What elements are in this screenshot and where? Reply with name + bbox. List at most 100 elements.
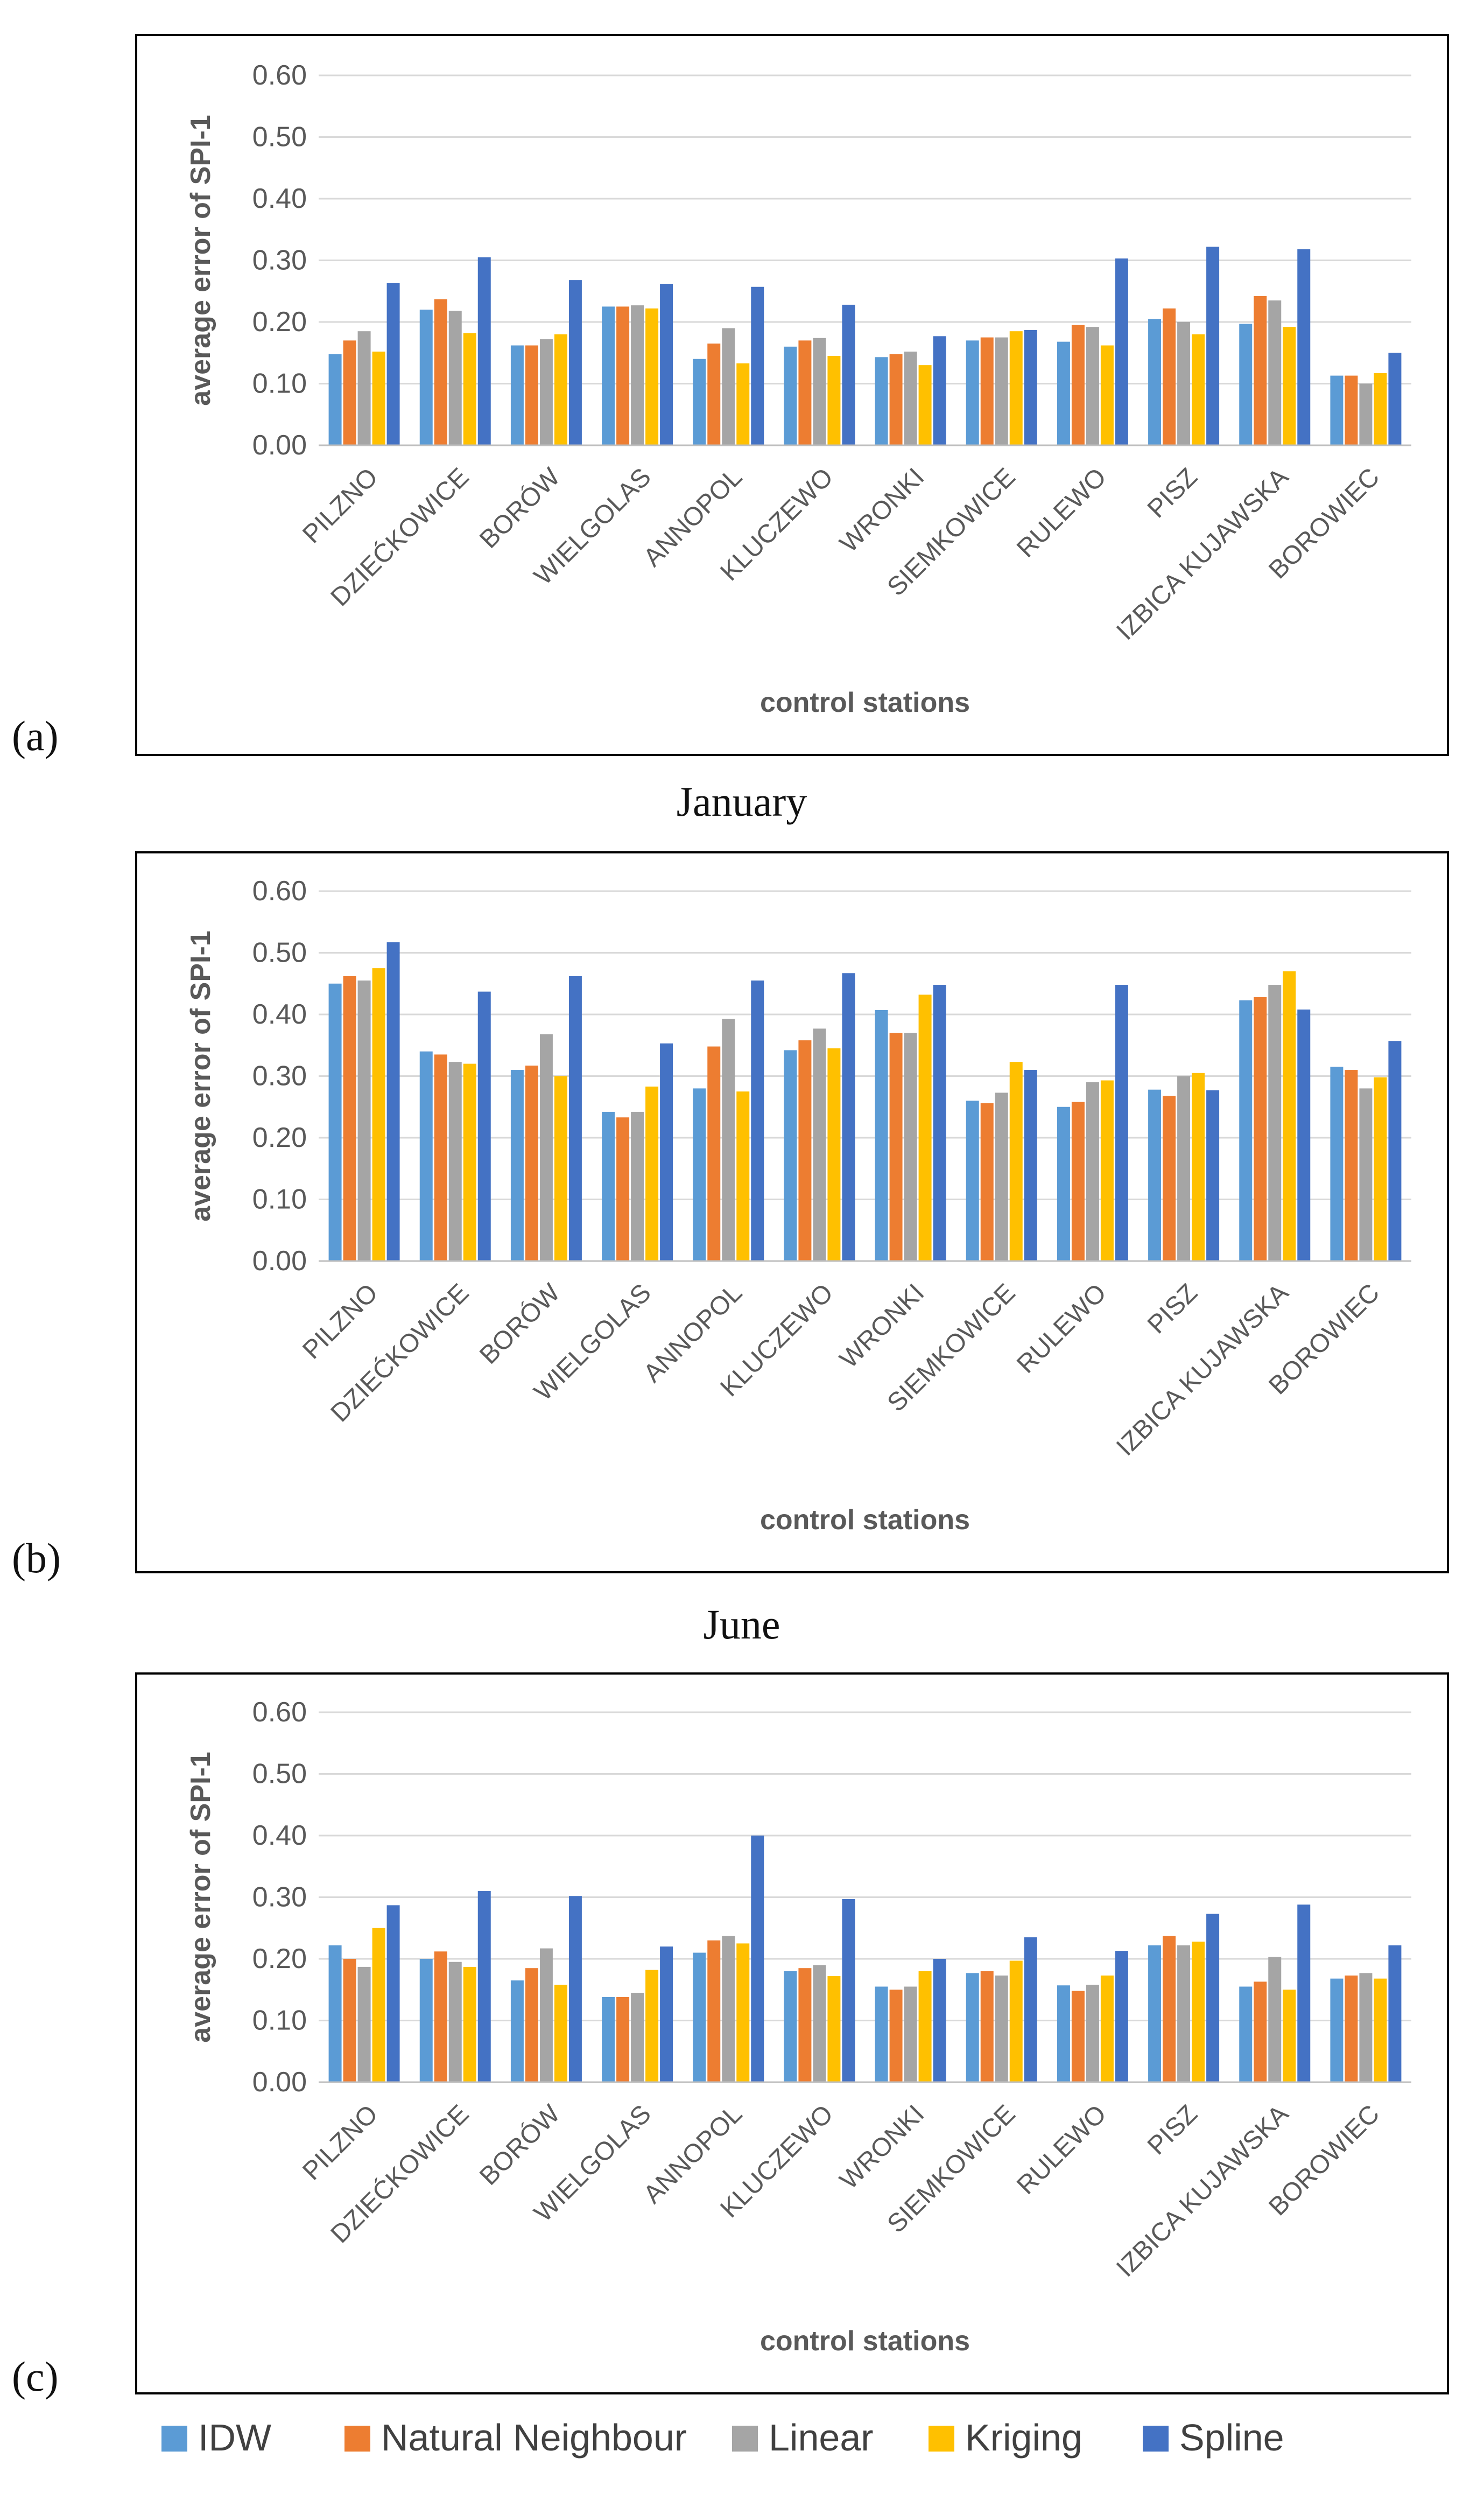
panels: (a) 0.00 0.10 0.20 0.30 0.40 0.50 0.60 average e… [12,34,1449,2400]
bar-spline [933,1959,946,2082]
x-axis-title: control stations [760,687,970,718]
bar-kriging [736,363,750,445]
legend-item: Kriging [929,2417,1082,2459]
bar-linear [631,305,644,445]
bar-linear [813,1965,826,2082]
bar-kriging [645,1970,659,2082]
y-tick-label: 0.50 [252,937,307,969]
bar-natural-neighbour [616,1117,630,1261]
chart-panel-3: June (c) 0.00 0.10 0.20 0.30 0.40 0.50 0.60 avera… [12,1601,1449,2400]
bar-spline [477,257,491,445]
bar-kriging [554,334,567,445]
bar-natural-neighbour [1254,296,1267,445]
bar-idw [1239,1000,1253,1261]
bar-spline [568,280,582,445]
y-tick-label: 0.60 [252,60,307,91]
bar-natural-neighbour [707,344,721,445]
x-axis-title: control stations [760,2326,970,2357]
bar-idw [693,359,706,445]
bar-linear [1268,985,1282,1261]
bar-natural-neighbour [343,976,356,1261]
y-tick-label: 0.20 [252,306,307,338]
bar-natural-neighbour [616,306,630,445]
bar-kriging [645,308,659,445]
bar-linear [1086,327,1099,445]
bar-linear [995,1093,1008,1261]
bar-idw [602,1111,615,1261]
bar-kriging [1192,1941,1205,2082]
bar-idw [784,1050,797,1261]
bar-idw [784,346,797,445]
bar-idw [875,1986,888,2082]
bar-spline [386,283,400,445]
bar-kriging [827,355,841,445]
bar-kriging [372,1928,385,2082]
bar-natural-neighbour [707,1940,721,2082]
bar-idw [693,1952,706,2082]
bar-linear [722,328,735,445]
legend-label: Spline [1179,2417,1284,2459]
bar-kriging [1100,1975,1114,2082]
bar-linear [539,1948,553,2082]
bar-natural-neighbour [1254,997,1267,1261]
bar-spline [477,991,491,1261]
y-axis-title: average error of SPI-1 [185,115,216,405]
legend-item: Natural Neighbour [344,2417,687,2459]
bar-spline [386,1905,400,2082]
bar-spline [1297,1009,1311,1261]
legend-label: IDW [198,2417,271,2459]
bar-natural-neighbour [1071,325,1085,445]
bar-spline [1024,330,1037,445]
bar-kriging [827,1976,841,2082]
y-tick-label: 0.20 [252,1943,307,1974]
panel-label: (a) [12,712,59,759]
bar-kriging [1374,1978,1387,2082]
bar-linear [904,1033,917,1261]
bar-spline [1206,1914,1220,2082]
legend: IDW Natural Neighbour Linear Kriging Spline [161,2417,1284,2459]
bar-linear [995,1975,1008,2082]
bar-natural-neighbour [525,1066,538,1261]
bar-spline [1388,1945,1402,2082]
y-tick-label: 0.60 [252,1697,307,1728]
legend-swatch [161,2426,187,2452]
bar-kriging [1283,1990,1296,2082]
y-tick-label: 0.40 [252,1820,307,1851]
bar-spline [1024,1937,1037,2082]
legend-swatch [1143,2426,1169,2452]
bar-linear [722,1936,735,2082]
bar-natural-neighbour [980,1103,994,1261]
bar-spline [751,1836,764,2082]
legend-item: Spline [1143,2417,1284,2459]
bar-linear [1177,322,1191,445]
bar-idw [875,1010,888,1261]
bar-spline [660,1946,673,2082]
bar-natural-neighbour [889,1033,903,1261]
bar-linear [813,338,826,445]
bar-kriging [463,333,476,445]
bar-spline [751,286,764,445]
y-tick-label: 0.40 [252,183,307,214]
bar-spline [1115,258,1128,445]
legend-swatch [732,2426,758,2452]
bar-natural-neighbour [525,1968,538,2082]
bar-linear [448,1062,462,1261]
bar-natural-neighbour [525,345,538,445]
bar-linear [631,1992,644,2082]
bar-spline [1388,353,1402,445]
bar-kriging [736,1943,750,2082]
bar-spline [660,284,673,445]
bar-kriging [918,1971,932,2082]
bar-idw [328,354,342,445]
bar-linear [904,351,917,445]
bar-spline [751,981,764,1261]
bar-natural-neighbour [798,340,812,445]
bar-linear [1359,383,1373,445]
bar-kriging [918,995,932,1261]
y-tick-label: 0.00 [252,1245,307,1277]
bar-kriging [463,1966,476,2082]
bar-idw [419,310,433,445]
bar-natural-neighbour [1345,1975,1358,2082]
bar-idw [1148,1089,1162,1261]
bar-kriging [1192,1073,1205,1261]
